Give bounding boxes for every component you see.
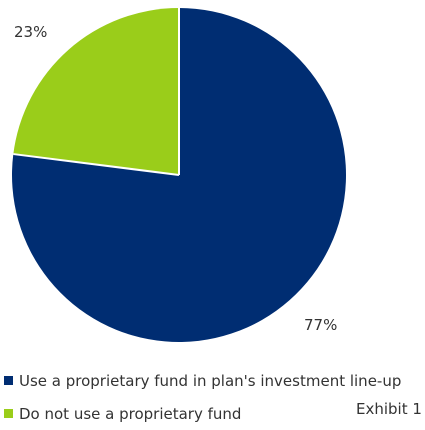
legend-item-no-proprietary-fund: Do not use a proprietary fund [4,397,401,430]
legend-item-proprietary-fund: Use a proprietary fund in plan's investm… [4,364,401,397]
legend: Use a proprietary fund in plan's investm… [4,364,401,430]
pie-chart: 23% 77% [12,8,347,342]
legend-swatch-no-proprietary-fund [4,409,13,418]
legend-label-proprietary-fund: Use a proprietary fund in plan's investm… [19,371,402,390]
pie-label-proprietary-fund: 77% [304,316,337,334]
exhibit-caption: Exhibit 1 [356,400,422,418]
pie-label-no-proprietary-fund: 23% [14,23,47,41]
legend-label-no-proprietary-fund: Do not use a proprietary fund [19,404,242,423]
legend-swatch-proprietary-fund [4,376,13,385]
slice-separator-end [13,153,180,176]
pie-slice-no-proprietary-fund [13,8,179,175]
